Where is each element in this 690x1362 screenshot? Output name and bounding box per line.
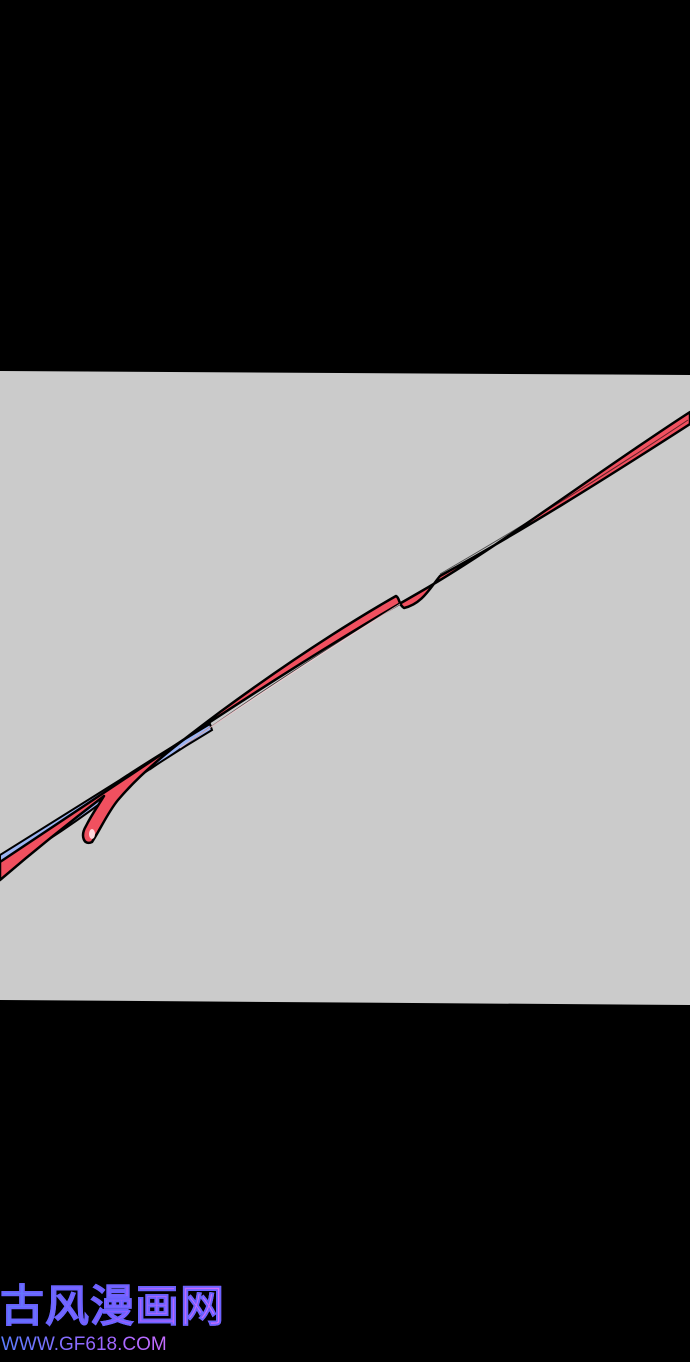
slash-droplet-highlight bbox=[89, 829, 95, 839]
slash-streak-2 bbox=[179, 603, 401, 749]
slash-streak-3 bbox=[439, 419, 689, 575]
site-watermark: 古风漫画网 WWW.GF618.COM bbox=[0, 1280, 240, 1358]
watermark-url: WWW.GF618.COM bbox=[1, 1334, 167, 1355]
watermark-title: 古风漫画网 bbox=[0, 1281, 225, 1333]
grey-frame bbox=[0, 371, 690, 1005]
red-slash bbox=[0, 410, 690, 882]
slash-red-body bbox=[0, 410, 690, 882]
